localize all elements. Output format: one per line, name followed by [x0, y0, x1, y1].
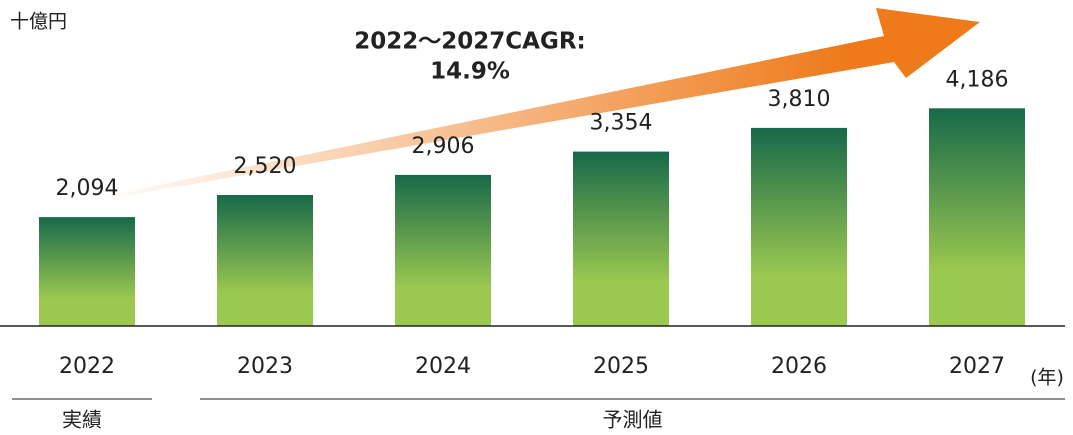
- x-tick-label: 2025: [593, 354, 649, 379]
- y-unit: 十億円: [10, 11, 67, 33]
- x-unit: (年): [1030, 367, 1064, 389]
- x-tick-label: 2027: [949, 354, 1005, 379]
- x-tick-label: 2022: [59, 354, 115, 379]
- group-label: 実績: [62, 408, 102, 432]
- value-label: 4,186: [946, 67, 1009, 92]
- group-label: 予測値: [603, 408, 663, 432]
- bar: [39, 217, 135, 326]
- value-label: 2,906: [412, 134, 475, 159]
- value-label: 3,810: [768, 87, 831, 112]
- value-label: 2,520: [234, 154, 297, 179]
- value-label: 2,094: [56, 176, 119, 201]
- x-tick-label: 2023: [237, 354, 293, 379]
- cagr-arrow: [95, 8, 980, 201]
- bar: [217, 194, 313, 326]
- x-tick-label: 2026: [771, 354, 827, 379]
- value-label: 3,354: [590, 111, 653, 136]
- bar: [573, 151, 669, 326]
- bar: [929, 108, 1025, 326]
- bar: [395, 174, 491, 326]
- x-tick-label: 2024: [415, 354, 471, 379]
- bar: [751, 127, 847, 326]
- annotation: 2022～2027CAGR:: [354, 29, 586, 55]
- annotation: 14.9%: [430, 59, 510, 85]
